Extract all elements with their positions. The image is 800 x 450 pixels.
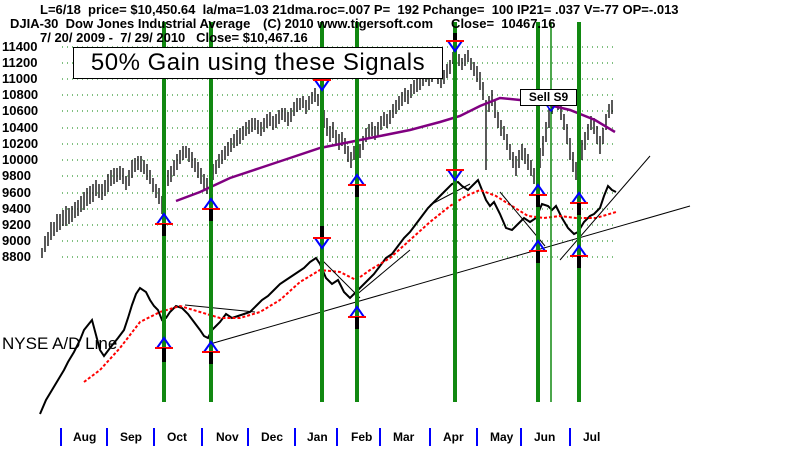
price-bars bbox=[41, 48, 613, 258]
ad-line bbox=[39, 178, 617, 415]
x-tick: Nov bbox=[216, 430, 239, 444]
x-tick: Sep bbox=[120, 430, 143, 444]
header-copyright-close: (C) 2010 www.tigersoft.com Close= 10467.… bbox=[263, 16, 556, 31]
y-tick: 9800 bbox=[2, 168, 31, 183]
y-tick: 9200 bbox=[2, 217, 31, 232]
y-tick: 11000 bbox=[2, 71, 38, 86]
y-tick: 9600 bbox=[2, 185, 31, 200]
x-tick: Mar bbox=[393, 430, 415, 444]
x-tick: Jan bbox=[307, 430, 328, 444]
header-date-range: 7/ 20/ 2009 - 7/ 29/ 2010 Close= $10,467… bbox=[40, 30, 308, 45]
y-tick: 10200 bbox=[2, 136, 39, 151]
sell-s9-label: Sell S9 bbox=[520, 89, 577, 106]
x-tick: Apr bbox=[443, 430, 464, 444]
y-tick: 10000 bbox=[2, 152, 39, 167]
x-tick: Feb bbox=[351, 430, 373, 444]
month-ticks bbox=[60, 428, 571, 446]
trendlines bbox=[184, 155, 691, 345]
y-tick: 10600 bbox=[2, 103, 39, 118]
gain-annotation-box: 50% Gain using these Signals bbox=[73, 47, 443, 79]
ad-ma-line bbox=[83, 188, 617, 383]
sell-arrows bbox=[313, 33, 559, 250]
buy-arrows bbox=[155, 173, 588, 364]
header-title: DJIA-30 Dow Jones Industrial Average bbox=[10, 16, 251, 31]
x-tick: Dec bbox=[261, 430, 284, 444]
header-stats: L=6/18 price= $10,450.64 la/ma=1.03 21dm… bbox=[40, 2, 679, 17]
y-tick: 9400 bbox=[2, 201, 31, 216]
y-tick: 11200 bbox=[2, 55, 38, 70]
x-tick: May bbox=[490, 430, 514, 444]
x-tick: Jun bbox=[534, 430, 556, 444]
y-tick: 11400 bbox=[2, 39, 38, 54]
y-tick: 10400 bbox=[2, 120, 39, 135]
x-tick: Oct bbox=[167, 430, 188, 444]
x-tick: Aug bbox=[73, 430, 97, 444]
ad-line-label: NYSE A/D Line bbox=[2, 334, 118, 353]
y-tick: 10800 bbox=[2, 87, 39, 102]
y-tick: 9000 bbox=[2, 233, 31, 248]
x-tick: Jul bbox=[583, 430, 601, 444]
y-tick: 8800 bbox=[2, 249, 31, 264]
